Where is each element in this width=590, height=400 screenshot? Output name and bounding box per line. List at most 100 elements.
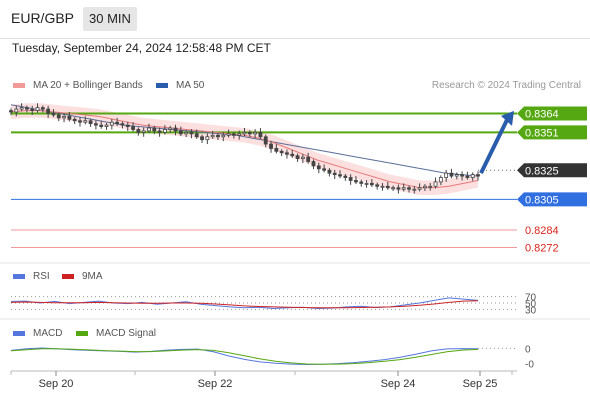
ma9-swatch xyxy=(62,274,74,279)
candle-down xyxy=(152,127,157,132)
forecast-arrow xyxy=(479,119,509,175)
candle-down xyxy=(332,172,337,176)
candle-down xyxy=(311,161,316,167)
legend-ma50: MA 50 xyxy=(156,80,204,91)
candle-down xyxy=(136,129,141,133)
candle-down xyxy=(99,124,104,127)
candle-down xyxy=(56,114,61,119)
symbol-title: EUR/GBP xyxy=(11,10,75,26)
forecast-arrow-head xyxy=(501,110,514,126)
time-tick-label: Sep 22 xyxy=(198,378,233,390)
candle-down xyxy=(46,108,51,114)
candle-up xyxy=(391,187,395,190)
candle-down xyxy=(173,127,178,132)
legend-macd: MACD xyxy=(13,328,62,339)
candle-up xyxy=(184,132,189,135)
candle-down xyxy=(449,172,454,177)
candle-down xyxy=(338,174,342,177)
candle-up xyxy=(226,133,231,136)
candle-up xyxy=(168,127,173,130)
time-tick-label: Sep 24 xyxy=(381,378,416,390)
macd-signal-line xyxy=(10,348,479,365)
candle-down xyxy=(285,152,289,155)
research-credit: Research © 2024 Trading Central xyxy=(431,80,581,91)
candle-up xyxy=(412,188,417,191)
legend-rsi: RSI xyxy=(13,271,50,282)
candle-up xyxy=(147,127,151,132)
candle-down xyxy=(274,148,279,152)
candle-down xyxy=(476,174,480,177)
candle-down xyxy=(327,169,332,174)
ma20-swatch xyxy=(13,83,25,88)
candle-down xyxy=(51,113,56,116)
candle-up xyxy=(104,124,109,127)
resistance-level-label: 0.8364 xyxy=(525,108,559,120)
resistance-level-tag xyxy=(517,106,587,121)
timeframe-badge[interactable]: 30 MIN xyxy=(83,7,137,31)
candle-down xyxy=(157,130,162,133)
candle-down xyxy=(120,123,125,126)
resistance-level-label: 0.8351 xyxy=(525,127,559,139)
candle-down xyxy=(72,118,77,122)
support-level-label: 0.8272 xyxy=(525,242,559,254)
candle-down xyxy=(269,143,273,149)
candle-up xyxy=(423,185,427,189)
candle-up xyxy=(364,182,369,185)
support-level-label: 0.8284 xyxy=(525,225,559,237)
candle-down xyxy=(316,165,321,170)
candle-up xyxy=(35,107,40,111)
candle-up xyxy=(205,136,210,141)
header-divider xyxy=(0,38,590,39)
legend-rsi-label: RSI xyxy=(33,271,50,282)
candle-up xyxy=(253,132,258,135)
candle-up xyxy=(210,134,215,138)
last-level-label: 0.8325 xyxy=(525,165,559,177)
candle-up xyxy=(237,133,242,136)
candle-up xyxy=(428,185,433,188)
candle-down xyxy=(88,120,93,125)
candle-up xyxy=(19,107,24,110)
candle-up xyxy=(454,174,459,177)
candle-up xyxy=(444,172,449,178)
candle-up xyxy=(242,132,247,135)
candle-up xyxy=(401,187,406,190)
candle-up xyxy=(300,156,305,160)
legend-ma20: MA 20 + Bollinger Bands xyxy=(13,80,143,91)
candle-up xyxy=(83,120,88,123)
candle-down xyxy=(359,181,364,184)
candle-down xyxy=(25,107,29,110)
candle-down xyxy=(216,134,220,138)
candle-up xyxy=(162,129,167,133)
candle-down xyxy=(396,187,401,190)
ma50-swatch xyxy=(156,83,168,88)
legend-macd-signal: MACD Signal xyxy=(76,328,156,339)
macd-swatch xyxy=(13,331,25,336)
candle-down xyxy=(348,177,353,181)
candle-down xyxy=(290,153,295,157)
legend-ma50-label: MA 50 xyxy=(176,80,205,91)
chart-header: EUR/GBP 30 MIN xyxy=(0,0,590,38)
rsi-swatch xyxy=(13,274,25,279)
legend-ma20-label: MA 20 + Bollinger Bands xyxy=(33,80,143,91)
candle-down xyxy=(385,185,390,189)
candle-up xyxy=(221,134,226,138)
candle-down xyxy=(306,156,311,162)
candle-down xyxy=(354,180,358,183)
time-tick-label: Sep 25 xyxy=(463,378,498,390)
candle-up xyxy=(417,187,422,190)
candle-down xyxy=(9,110,13,113)
candle-up xyxy=(141,130,146,133)
candle-down xyxy=(94,123,98,126)
candle-down xyxy=(194,133,199,138)
macd-tick-label: 0 xyxy=(525,344,531,355)
candle-up xyxy=(109,121,114,126)
pivot-level-tag xyxy=(517,192,587,207)
rsi-tick-label: 50 xyxy=(525,299,537,310)
candle-down xyxy=(115,121,120,125)
candle-down xyxy=(231,133,236,136)
macd-tick-label: -0 xyxy=(525,360,534,371)
legend-ma9: 9MA xyxy=(62,271,103,282)
candle-down xyxy=(295,155,300,160)
candle-down xyxy=(67,115,72,120)
